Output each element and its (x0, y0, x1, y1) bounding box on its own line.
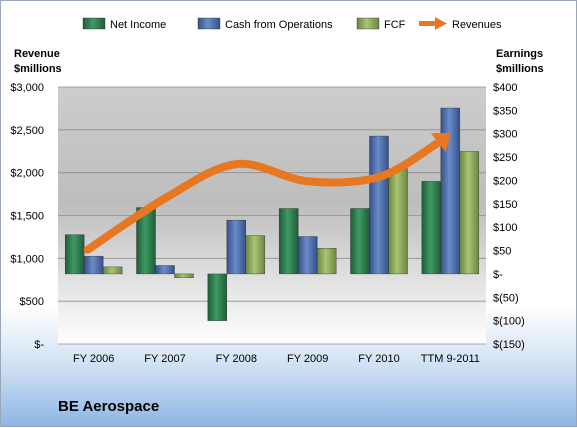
x-axis-ticks: FY 2006 FY 2007 FY 2008 FY 2009 FY 2010 TTM 9… (73, 353, 480, 365)
right-tick-label: $150 (493, 199, 517, 211)
bar (83, 255, 104, 275)
right-tick-label: $100 (493, 222, 517, 234)
left-axis-title: $millions (14, 63, 62, 75)
x-tick-label: FY 2008 (216, 353, 257, 365)
bar (174, 273, 194, 278)
legend-swatch (82, 17, 106, 30)
left-tick-label: $- (34, 339, 44, 351)
bar (278, 208, 299, 275)
left-axis-ticks: $3,000 $2,500 $2,000 $1,500 $1,000 $500 $- (10, 82, 44, 351)
bar (421, 181, 442, 275)
revenue-line (83, 132, 451, 254)
x-tick-label: FY 2007 (144, 353, 185, 365)
right-tick-label: $- (493, 269, 503, 281)
left-tick-label: $500 (20, 296, 44, 308)
right-tick-label: $(50) (493, 292, 519, 304)
x-tick-label: TTM 9-2011 (421, 353, 480, 365)
right-axis-title: $millions (496, 63, 544, 75)
left-axis-title: Revenue (14, 48, 60, 60)
legend-label: Net Income (110, 19, 166, 31)
company-name: BE Aerospace (58, 398, 160, 415)
left-tick-label: $1,000 (10, 253, 44, 265)
bar (207, 273, 228, 321)
bar (297, 236, 318, 275)
right-tick-label: $250 (493, 152, 517, 164)
x-tick-label: FY 2010 (358, 353, 399, 365)
revenue-line-path (83, 138, 443, 254)
legend: Net Income Cash from Operations FCF Revenue… (82, 17, 502, 31)
right-axis-title: Earnings (496, 48, 543, 60)
bar (155, 265, 175, 275)
legend-swatch (197, 17, 221, 30)
legend-swatch (356, 17, 380, 30)
bar (245, 235, 266, 275)
bar (316, 248, 337, 275)
right-tick-label: $200 (493, 175, 517, 187)
legend-label: Cash from Operations (225, 19, 333, 31)
legend-label: FCF (384, 19, 406, 31)
bar (102, 266, 123, 275)
bar (459, 151, 480, 275)
x-tick-label: FY 2009 (287, 353, 328, 365)
bar-marks (64, 107, 480, 321)
legend-label: Revenues (452, 19, 502, 31)
left-tick-label: $2,500 (10, 125, 44, 137)
legend-arrow-head (435, 17, 447, 30)
left-tick-label: $2,000 (10, 168, 44, 180)
x-tick-label: FY 2006 (73, 353, 114, 365)
axis-titles: Revenue $millions Earnings $millions (14, 48, 544, 75)
bar (64, 234, 85, 275)
bar (350, 208, 370, 275)
revenue-arrowhead (430, 132, 451, 153)
right-tick-label: $400 (493, 82, 517, 94)
right-tick-label: $(100) (493, 316, 525, 328)
right-tick-label: $(150) (493, 339, 525, 351)
left-tick-label: $3,000 (10, 82, 44, 94)
right-axis-ticks: $400 $350 $300 $250 $200 $150 $100 $50 $- $(50) $(… (493, 82, 525, 351)
bar (226, 219, 247, 275)
right-tick-label: $300 (493, 129, 517, 141)
bar (388, 168, 408, 275)
right-tick-label: $350 (493, 105, 517, 117)
right-tick-label: $50 (493, 246, 511, 258)
bar (369, 135, 389, 275)
left-tick-label: $1,500 (10, 211, 44, 223)
